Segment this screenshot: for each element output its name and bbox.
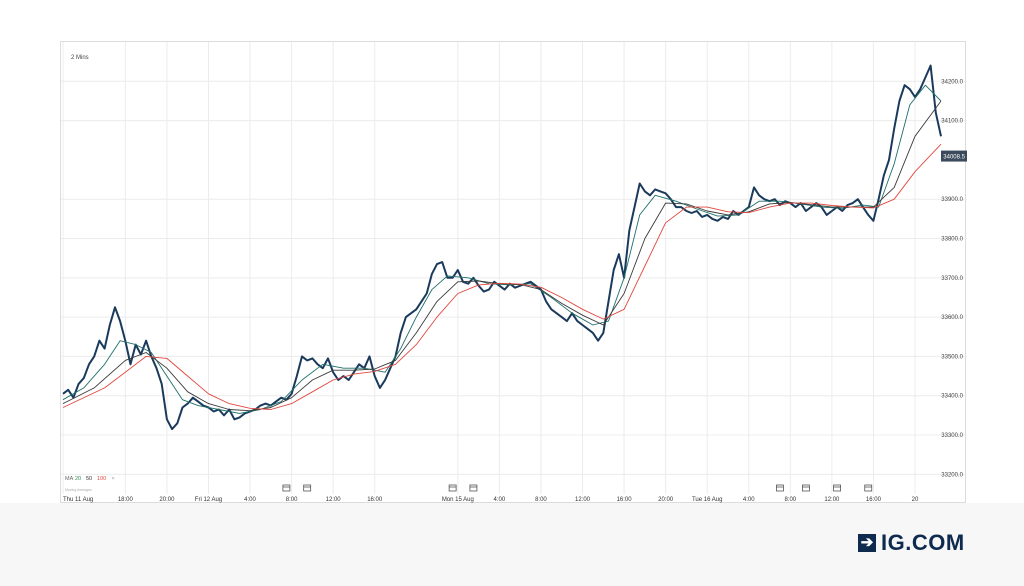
y-tick-label: 33600.0 <box>941 315 963 321</box>
ma-line-50 <box>62 100 942 412</box>
calendar-icon[interactable] <box>303 484 312 492</box>
x-tick-label: 18:00 <box>118 497 134 503</box>
legend-entry-100[interactable]: 100 <box>97 476 106 482</box>
y-tick-label: 34200.0 <box>941 79 963 85</box>
x-tick-label: 12:00 <box>326 497 342 503</box>
y-tick-label: 33900.0 <box>941 197 963 203</box>
legend-entry-50[interactable]: 50 <box>86 476 92 482</box>
y-tick-label: 33200.0 <box>941 472 963 478</box>
x-tick-label: Thu 11 Aug <box>63 497 93 503</box>
arrow-icon: ➔ <box>858 534 876 552</box>
chart-frame: 2 Mins 33200.0 33300.0 33400.0 33500.0 33600.… <box>60 41 967 504</box>
calendar-icon[interactable] <box>776 484 784 492</box>
last-price-badge <box>941 150 967 162</box>
calendar-icon[interactable] <box>833 484 841 492</box>
calendar-icon[interactable] <box>469 484 478 492</box>
y-tick-label: 33300.0 <box>941 433 963 439</box>
calendar-icon[interactable] <box>282 484 291 492</box>
y-tick-label: 33500.0 <box>941 354 963 360</box>
x-tick-label: 8:00 <box>784 497 796 503</box>
footer-band <box>0 503 1024 586</box>
x-tick-label: 16:00 <box>617 497 633 503</box>
x-tick-label: 16:00 <box>866 497 882 503</box>
y-tick-label: 33400.0 <box>941 394 963 400</box>
x-tick-label: 4:00 <box>743 497 755 503</box>
y-tick-label: 34100.0 <box>941 119 963 125</box>
brand-name: IG.COM <box>881 530 965 555</box>
x-tick-label: 16:00 <box>367 497 383 503</box>
brand-logo: ➔ IG.COM <box>858 530 965 556</box>
x-tick-label: 4:00 <box>494 497 506 503</box>
x-tick-label: 20:00 <box>658 497 674 503</box>
legend-close-icon[interactable]: × <box>112 476 115 482</box>
x-tick-label: 4:00 <box>244 497 256 503</box>
price-chart[interactable]: 2 Mins 33200.0 33300.0 33400.0 33500.0 33600.… <box>61 42 967 504</box>
x-tick-label: Mon 15 Aug <box>442 497 474 503</box>
calendar-icon[interactable] <box>448 484 457 492</box>
x-tick-label: 20:00 <box>159 497 175 503</box>
x-tick-label: 12:00 <box>575 497 591 503</box>
interval-label: 2 Mins <box>71 55 89 61</box>
x-tick-label: Fri 12 Aug <box>195 497 222 503</box>
ma-line-100 <box>62 143 942 410</box>
x-tick-label: Tue 16 Aug <box>692 497 722 503</box>
y-tick-label: 33800.0 <box>941 237 963 243</box>
x-tick-label: 8:00 <box>286 497 298 503</box>
ma-line-20 <box>62 84 942 414</box>
y-tick-label: 33700.0 <box>941 276 963 282</box>
last-price-label: 34008.5 <box>943 155 965 161</box>
legend-entry-20[interactable]: 20 <box>75 476 81 482</box>
calendar-icon[interactable] <box>864 484 873 492</box>
x-tick-label: 20 <box>912 497 919 503</box>
legend-subtitle: Moving Averages <box>65 488 92 492</box>
legend-label: MA <box>65 476 74 482</box>
x-tick-label: 12:00 <box>824 497 840 503</box>
calendar-icon[interactable] <box>802 484 810 492</box>
x-tick-label: 8:00 <box>535 497 547 503</box>
